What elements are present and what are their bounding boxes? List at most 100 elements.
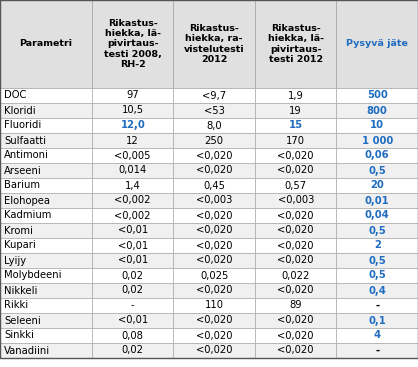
Text: <0,020: <0,020 [196,255,232,265]
Bar [0,193,92,208]
Text: 0,1: 0,1 [368,316,386,326]
Text: Antimoni: Antimoni [4,150,49,160]
Bar [173,253,255,268]
Text: <0,020: <0,020 [196,240,232,251]
Text: <0,020: <0,020 [278,225,314,236]
Text: Parametri: Parametri [20,40,72,48]
Bar [92,223,173,238]
Bar [173,118,255,133]
Text: 500: 500 [367,91,387,101]
Bar [92,238,173,253]
Text: 0,57: 0,57 [285,181,307,190]
Bar [255,238,336,253]
Text: 8,0: 8,0 [206,120,222,131]
Text: 0,04: 0,04 [365,211,390,221]
Bar [92,343,173,358]
Bar [92,0,173,88]
Text: <0,01: <0,01 [117,225,148,236]
Bar [336,163,418,178]
Bar [336,328,418,343]
Text: <0,020: <0,020 [196,286,232,295]
Text: -: - [375,345,379,356]
Text: 0,5: 0,5 [368,166,386,175]
Bar [0,328,92,343]
Bar [173,178,255,193]
Text: 800: 800 [367,105,387,116]
Bar [173,283,255,298]
Bar [336,223,418,238]
Bar [0,343,92,358]
Text: <0,01: <0,01 [117,316,148,326]
Text: 0,01: 0,01 [365,196,390,206]
Bar [336,343,418,358]
Text: 0,08: 0,08 [122,331,144,341]
Bar [173,103,255,118]
Text: 250: 250 [205,135,224,145]
Text: 2: 2 [374,240,381,251]
Bar [0,238,92,253]
Bar [173,268,255,283]
Text: 0,02: 0,02 [122,345,144,356]
Bar [92,103,173,118]
Bar [255,103,336,118]
Text: <0,020: <0,020 [196,316,232,326]
Bar [92,178,173,193]
Text: <0,020: <0,020 [196,150,232,160]
Bar [0,298,92,313]
Bar [173,313,255,328]
Bar [92,208,173,223]
Bar [255,313,336,328]
Bar [255,88,336,103]
Bar [255,328,336,343]
Bar [255,163,336,178]
Bar [173,298,255,313]
Text: Seleeni: Seleeni [4,316,41,326]
Text: Kloridi: Kloridi [4,105,36,116]
Bar [173,0,255,88]
Bar [255,148,336,163]
Bar [255,178,336,193]
Text: Vanadiini: Vanadiini [4,345,50,356]
Text: Rikastus-
hiekka, lä-
pivirtaus-
testi 2012: Rikastus- hiekka, lä- pivirtaus- testi 2… [268,24,324,64]
Text: 19: 19 [289,105,302,116]
Text: 20: 20 [370,181,384,190]
Bar [255,298,336,313]
Text: <0,020: <0,020 [278,166,314,175]
Text: <0,002: <0,002 [115,211,151,221]
Text: 0,014: 0,014 [119,166,147,175]
Text: <0,020: <0,020 [278,150,314,160]
Bar [0,0,92,88]
Bar [92,298,173,313]
Bar [92,313,173,328]
Text: <9,7: <9,7 [202,91,226,101]
Text: Kupari: Kupari [4,240,36,251]
Bar [0,118,92,133]
Text: Fluoridi: Fluoridi [4,120,41,131]
Text: 10: 10 [370,120,384,131]
Text: Sulfaatti: Sulfaatti [4,135,46,145]
Text: <0,002: <0,002 [115,196,151,206]
Bar [336,298,418,313]
Text: Barium: Barium [4,181,40,190]
Text: Lyijy: Lyijy [4,255,26,265]
Text: -: - [375,301,379,310]
Text: 97: 97 [126,91,139,101]
Text: 1,4: 1,4 [125,181,140,190]
Bar [336,148,418,163]
Text: <0,020: <0,020 [278,331,314,341]
Bar [336,133,418,148]
Text: Kromi: Kromi [4,225,33,236]
Bar [336,238,418,253]
Text: <0,020: <0,020 [278,316,314,326]
Text: 0,5: 0,5 [368,270,386,280]
Text: Pysyvä jäte: Pysyvä jäte [346,40,408,48]
Bar [92,163,173,178]
Bar [173,193,255,208]
Text: 1,9: 1,9 [288,91,303,101]
Bar [92,118,173,133]
Text: <0,020: <0,020 [278,211,314,221]
Bar [92,328,173,343]
Bar [92,268,173,283]
Bar [255,208,336,223]
Bar [173,208,255,223]
